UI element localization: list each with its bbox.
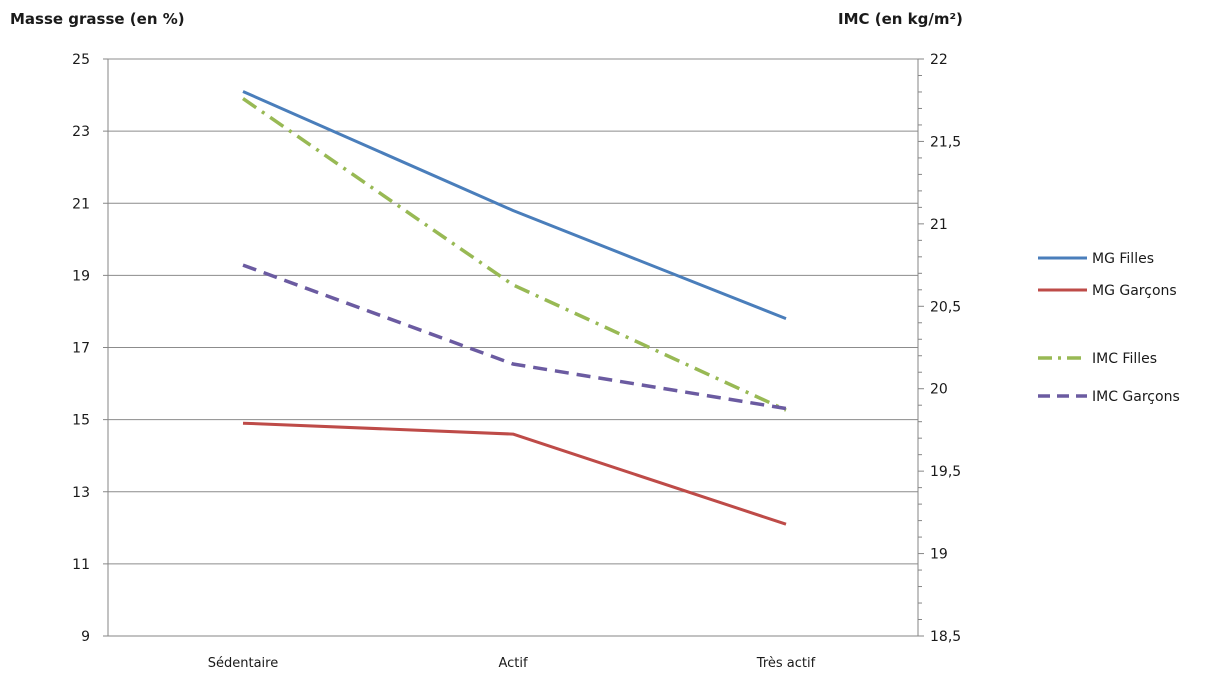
left-tick-label: 23 xyxy=(72,124,90,140)
left-tick-label: 19 xyxy=(72,268,90,284)
left-axis-title: Masse grasse (en %) xyxy=(10,10,185,28)
series-line-mg-gar-ons xyxy=(242,421,787,526)
legend-label: MG Garçons xyxy=(1092,283,1177,299)
series-line-mg-filles xyxy=(242,90,787,320)
series-line-imc-gar-ons xyxy=(242,263,787,411)
right-tick-label: 18,5 xyxy=(930,629,961,645)
legend-label: IMC Filles xyxy=(1092,351,1157,367)
right-axis-title: IMC (en kg/m²) xyxy=(838,10,963,28)
left-tick-label: 15 xyxy=(72,413,90,429)
left-tick-label: 17 xyxy=(72,341,90,357)
right-tick-label: 21 xyxy=(930,217,948,233)
category-label: Actif xyxy=(498,656,528,671)
series-line-imc-filles xyxy=(242,97,787,412)
legend: MG Filles MG Garçons IMC Filles IMC Garçons xyxy=(1038,251,1180,405)
right-tick-label: 20 xyxy=(930,382,948,398)
series-lines xyxy=(242,90,787,526)
left-tick-label: 21 xyxy=(72,196,90,212)
right-axis-ticks: 22 21,5 21 20,5 20 19,5 19 18,5 xyxy=(918,52,961,645)
right-tick-label: 19,5 xyxy=(930,464,961,480)
category-labels: Sédentaire Actif Très actif xyxy=(208,656,816,671)
left-tick-label: 9 xyxy=(81,629,90,645)
right-tick-label: 20,5 xyxy=(930,299,961,315)
right-tick-label: 19 xyxy=(930,547,948,563)
legend-label: MG Filles xyxy=(1092,251,1154,267)
right-tick-label: 21,5 xyxy=(930,134,961,150)
category-label: Sédentaire xyxy=(208,656,278,671)
right-tick-label: 22 xyxy=(930,52,948,68)
legend-label: IMC Garçons xyxy=(1092,389,1180,405)
gridlines xyxy=(108,58,918,565)
left-tick-label: 13 xyxy=(72,485,90,501)
category-label: Très actif xyxy=(756,656,816,671)
left-tick-label: 11 xyxy=(72,557,90,573)
left-axis-ticks: 25 23 21 19 17 15 13 11 9 xyxy=(72,52,108,645)
left-tick-label: 25 xyxy=(72,52,90,68)
